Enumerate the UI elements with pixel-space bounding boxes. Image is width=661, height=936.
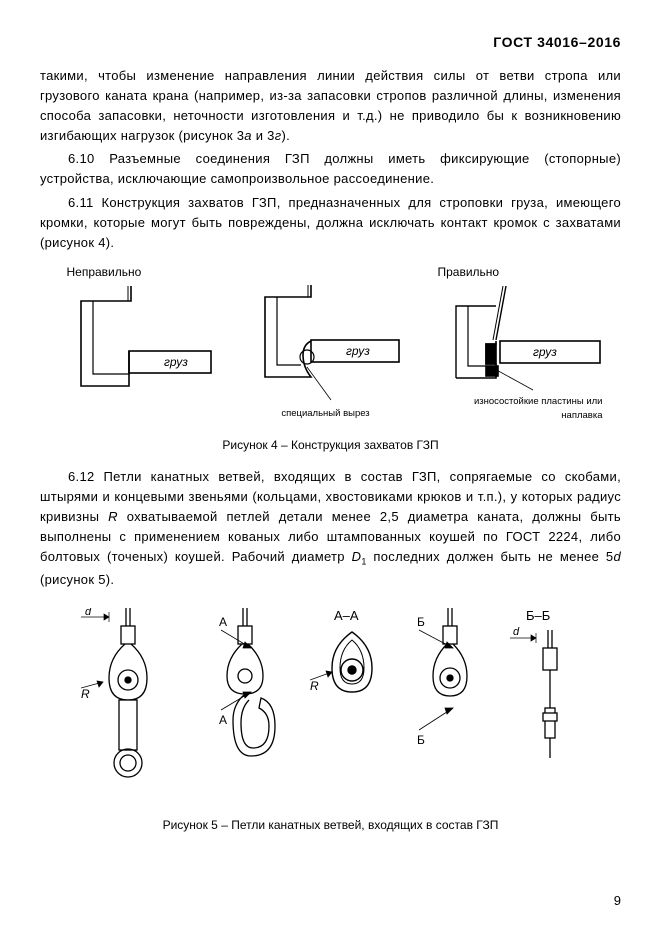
p4-R: R xyxy=(108,509,118,524)
fig5-BB: Б–Б xyxy=(526,608,550,623)
fig4-plates-label: износостойкие пластины или наплавка xyxy=(453,395,603,424)
p1-italic-a: а xyxy=(244,128,252,143)
fig5-part5: Б–Б d xyxy=(510,608,580,778)
fig4-cargo-2: груз xyxy=(346,344,370,358)
p1-text-end: ). xyxy=(281,128,290,143)
paragraph-6-10: 6.10 Разъемные соединения ГЗП должны име… xyxy=(40,149,621,189)
fig4-right-2: Правильно груз износостойкие пластины ил… xyxy=(438,263,603,424)
fig4-right1-svg: груз xyxy=(251,285,401,413)
fig4-wrong: Неправильно груз xyxy=(59,263,214,406)
fig5-d2: d xyxy=(513,626,520,638)
figure-4-caption: Рисунок 4 – Конструкция захватов ГЗП xyxy=(40,436,621,455)
figure-5-caption: Рисунок 5 – Петли канатных ветвей, входя… xyxy=(40,816,621,835)
fig5-d1: d xyxy=(85,608,92,618)
fig5-part1: d R xyxy=(81,608,181,788)
fig5-A1: А xyxy=(219,615,227,629)
figure-4: Неправильно груз груз специальный вырез xyxy=(40,263,621,424)
p1-text-b: и 3 xyxy=(252,128,275,143)
fig5-B2: Б xyxy=(417,733,425,747)
p1-text: такими, чтобы изменение направления лини… xyxy=(40,68,621,143)
fig4-right-label: Правильно xyxy=(438,263,603,282)
fig5-A2: А xyxy=(219,713,227,727)
fig4-wrong-svg: груз xyxy=(59,286,214,406)
paragraph-6-11: 6.11 Конструкция захватов ГЗП, предназна… xyxy=(40,193,621,253)
doc-standard-header: ГОСТ 34016–2016 xyxy=(40,32,621,54)
paragraph-1: такими, чтобы изменение направления лини… xyxy=(40,66,621,147)
fig4-cargo-3: груз xyxy=(533,345,557,359)
fig5-part2: А А xyxy=(203,608,288,788)
figure-5: d R А А А–А R xyxy=(40,608,621,788)
p4-c: последних должен быть не менее 5 xyxy=(367,549,614,564)
p4-dd: d xyxy=(613,549,621,564)
page-number: 9 xyxy=(614,891,621,911)
fig4-wrong-label: Неправильно xyxy=(67,263,214,282)
fig4-cut-label: специальный вырез xyxy=(251,407,401,422)
p4-D: D xyxy=(352,549,362,564)
fig4-right2-svg: груз xyxy=(438,286,603,411)
fig4-cargo-1: груз xyxy=(164,355,188,369)
paragraph-6-12: 6.12 Петли канатных ветвей, входящих в с… xyxy=(40,467,621,590)
fig5-R1: R xyxy=(81,687,90,701)
fig5-AA: А–А xyxy=(334,608,359,623)
fig4-right-1: груз специальный вырез xyxy=(251,285,401,422)
fig5-part4: Б Б xyxy=(413,608,488,788)
fig5-part3: А–А R xyxy=(310,608,390,718)
fig5-R2: R xyxy=(310,679,319,693)
fig5-B1: Б xyxy=(417,615,425,629)
p4-e: (рисунок 5). xyxy=(40,572,114,587)
